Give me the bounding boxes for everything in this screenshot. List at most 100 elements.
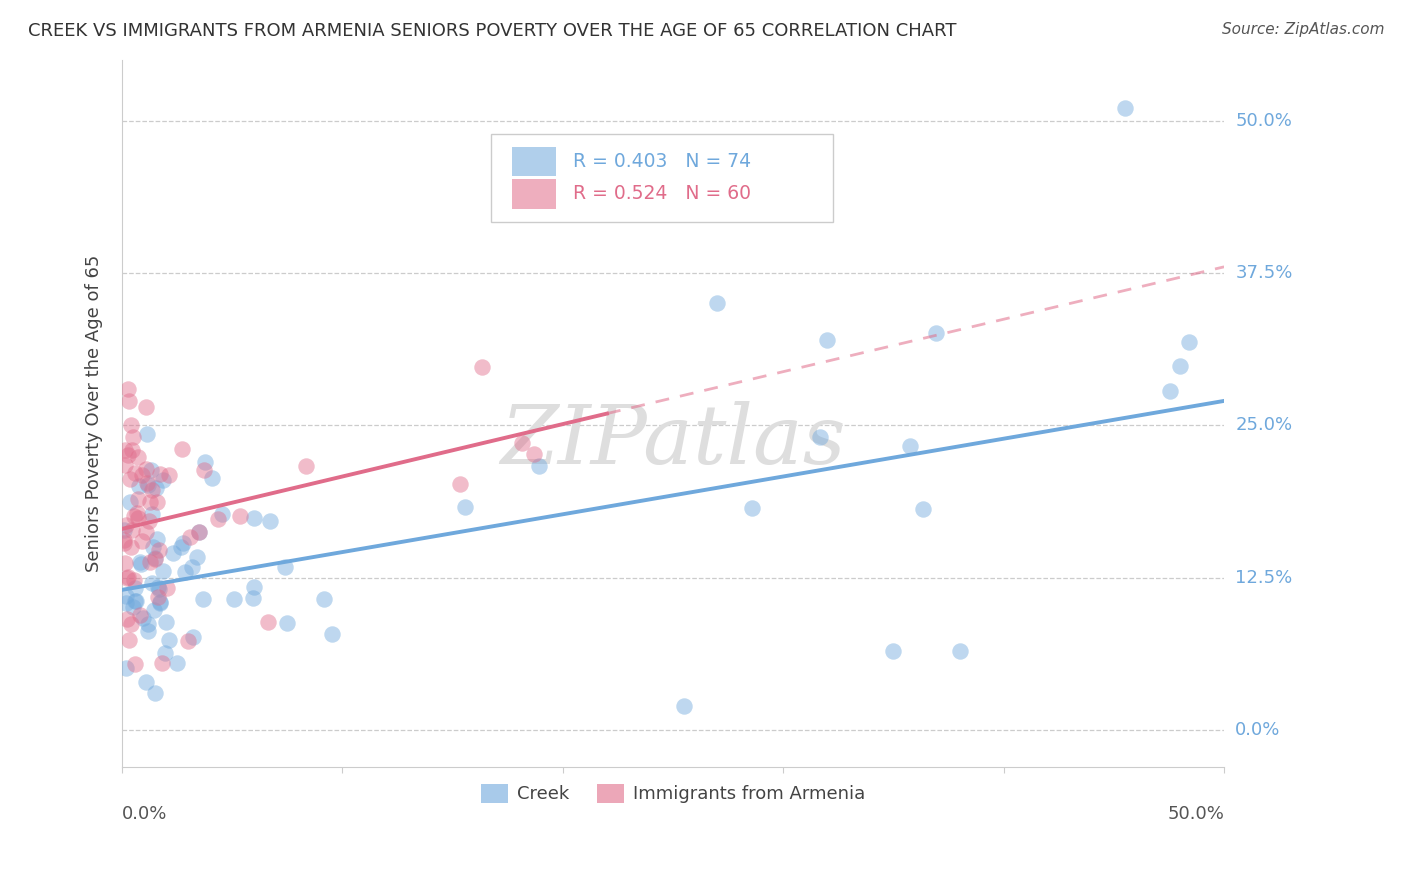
- Point: [136, 427, 159, 442]
- Point: [741, 500, 763, 515]
- Text: 0.0%: 0.0%: [122, 805, 167, 823]
- Point: [124, 466, 146, 480]
- Point: [911, 502, 934, 516]
- Point: [170, 540, 193, 554]
- Point: [135, 524, 157, 539]
- Point: [188, 524, 211, 539]
- Point: [129, 558, 152, 572]
- Text: 50.0%: 50.0%: [1167, 805, 1225, 823]
- Point: [138, 514, 160, 528]
- Point: [808, 430, 831, 444]
- Y-axis label: Seniors Poverty Over the Age of 65: Seniors Poverty Over the Age of 65: [86, 254, 103, 572]
- Text: 0.0%: 0.0%: [1236, 721, 1281, 739]
- Point: [146, 495, 169, 509]
- Point: [194, 454, 217, 468]
- Point: [148, 542, 170, 557]
- Point: [259, 514, 281, 528]
- Point: [115, 661, 138, 675]
- Point: [454, 500, 477, 514]
- Point: [112, 536, 135, 550]
- Point: [141, 507, 163, 521]
- Point: [118, 494, 141, 508]
- Point: [142, 540, 165, 554]
- Point: [115, 589, 138, 603]
- Point: [122, 574, 145, 588]
- Point: [706, 296, 728, 310]
- Point: [117, 612, 139, 626]
- Point: [131, 534, 153, 549]
- Point: [141, 576, 163, 591]
- FancyBboxPatch shape: [512, 179, 557, 209]
- Point: [243, 580, 266, 594]
- Point: [117, 382, 139, 396]
- Point: [139, 555, 162, 569]
- Point: [1168, 359, 1191, 373]
- Point: [136, 616, 159, 631]
- Point: [121, 523, 143, 537]
- Point: [114, 442, 136, 457]
- Point: [128, 479, 150, 493]
- Point: [143, 686, 166, 700]
- Point: [127, 450, 149, 464]
- Point: [136, 624, 159, 638]
- Point: [155, 615, 177, 629]
- Point: [148, 582, 170, 596]
- Point: [120, 540, 142, 554]
- Point: [142, 603, 165, 617]
- Point: [122, 600, 145, 615]
- Point: [135, 675, 157, 690]
- Point: [243, 511, 266, 525]
- Point: [132, 611, 155, 625]
- Point: [1178, 335, 1201, 350]
- Text: 25.0%: 25.0%: [1236, 417, 1292, 434]
- Point: [128, 555, 150, 569]
- Point: [117, 570, 139, 584]
- FancyBboxPatch shape: [491, 134, 832, 222]
- Point: [193, 462, 215, 476]
- Point: [162, 546, 184, 560]
- Point: [276, 616, 298, 631]
- Point: [146, 581, 169, 595]
- Point: [125, 507, 148, 521]
- Point: [112, 523, 135, 537]
- Point: [141, 463, 163, 477]
- Point: [170, 442, 193, 457]
- Text: R = 0.524   N = 60: R = 0.524 N = 60: [572, 185, 751, 203]
- Point: [118, 393, 141, 408]
- Point: [449, 476, 471, 491]
- Point: [112, 533, 135, 547]
- Point: [312, 591, 335, 606]
- Point: [114, 458, 136, 473]
- Point: [124, 657, 146, 671]
- Point: [181, 560, 204, 574]
- Point: [181, 631, 204, 645]
- Point: [222, 592, 245, 607]
- Point: [295, 458, 318, 473]
- Point: [145, 482, 167, 496]
- Point: [146, 532, 169, 546]
- Point: [172, 535, 194, 549]
- Point: [117, 448, 139, 462]
- Point: [949, 644, 972, 658]
- Point: [124, 582, 146, 596]
- Point: [115, 571, 138, 585]
- Point: [143, 550, 166, 565]
- Point: [149, 595, 172, 609]
- Point: [510, 435, 533, 450]
- Point: [471, 359, 494, 374]
- Point: [1159, 384, 1181, 399]
- Point: [138, 477, 160, 491]
- Text: 37.5%: 37.5%: [1236, 264, 1292, 282]
- Point: [166, 656, 188, 670]
- Point: [815, 333, 838, 347]
- Point: [122, 509, 145, 524]
- Point: [129, 607, 152, 622]
- Point: [321, 627, 343, 641]
- Point: [135, 462, 157, 476]
- Point: [146, 590, 169, 604]
- Text: CREEK VS IMMIGRANTS FROM ARMENIA SENIORS POVERTY OVER THE AGE OF 65 CORRELATION : CREEK VS IMMIGRANTS FROM ARMENIA SENIORS…: [28, 22, 956, 40]
- Point: [120, 616, 142, 631]
- Point: [229, 508, 252, 523]
- Point: [523, 447, 546, 461]
- Point: [125, 593, 148, 607]
